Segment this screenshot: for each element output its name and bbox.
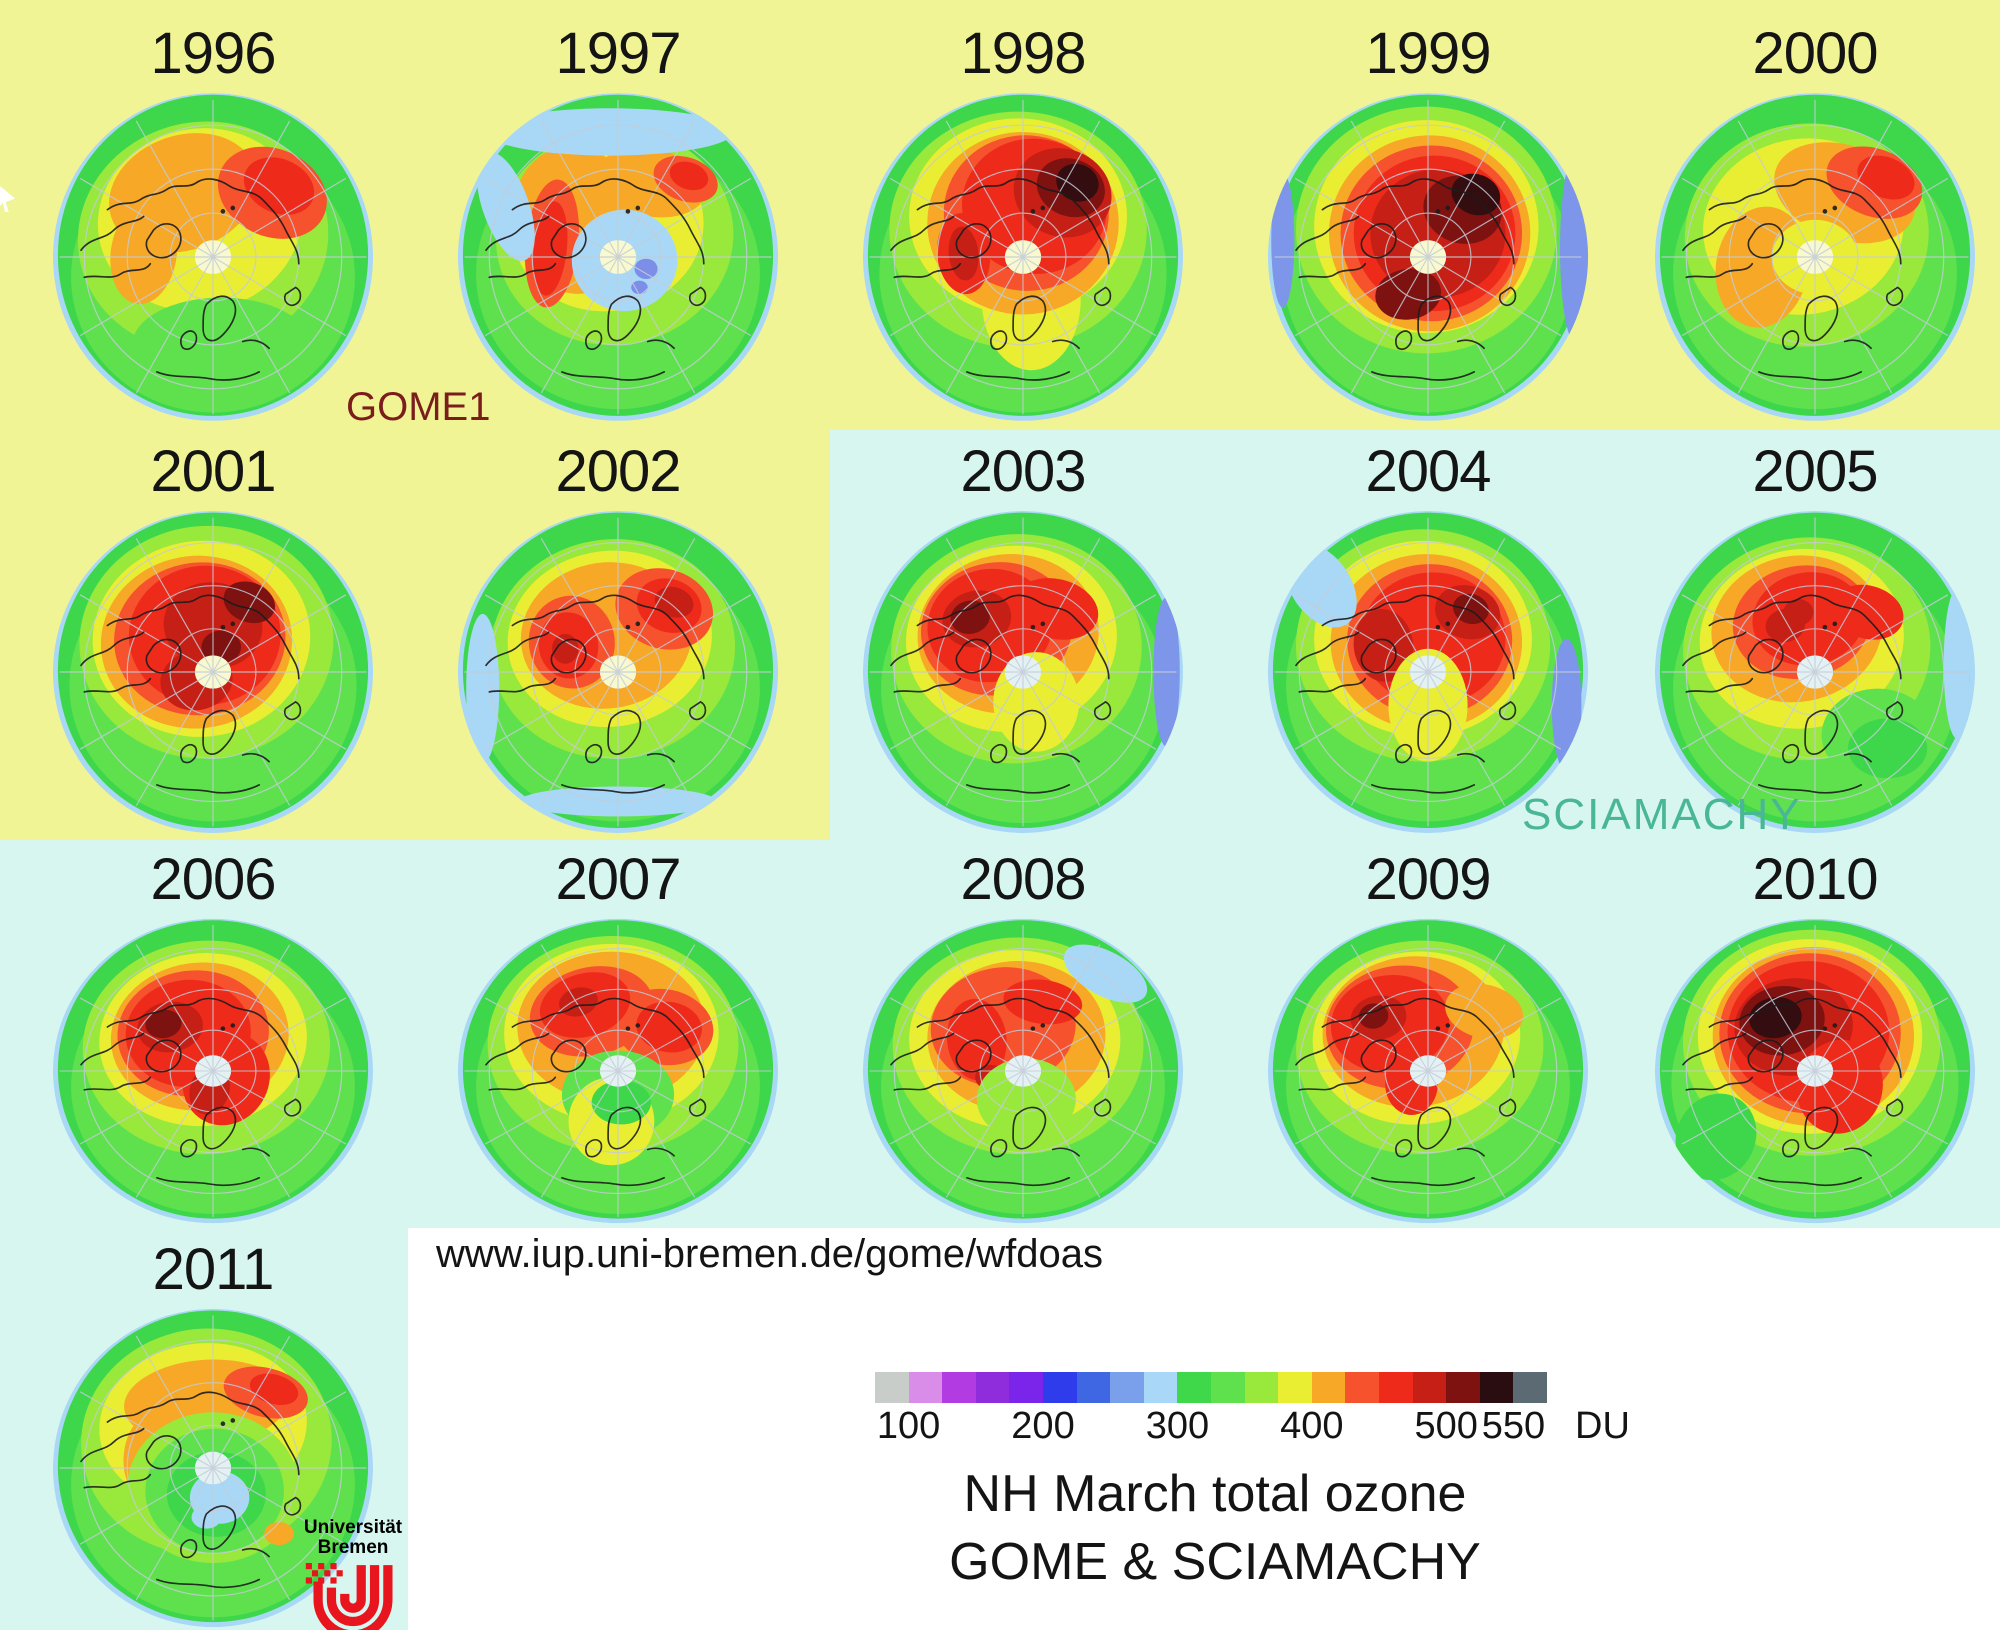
- source-url: www.iup.uni-bremen.de/gome/wfdoas: [436, 1232, 1104, 1276]
- year-label: 2000: [1752, 21, 1878, 86]
- year-label: 2006: [150, 847, 276, 912]
- figure-title: NH March total ozone GOME & SCIAMACHY: [810, 1460, 1620, 1596]
- year-label: 2003: [960, 439, 1086, 504]
- colorbar-segment: [1513, 1372, 1547, 1403]
- year-label: 2010: [1752, 847, 1878, 912]
- ozone-map: [862, 918, 1184, 1224]
- colorbar-ticks: 100 200 300 400 500 550: [875, 1405, 1547, 1453]
- ozone-map: [1654, 918, 1976, 1224]
- globe-tile-2001: 2001: [48, 440, 378, 838]
- colorbar-segment: [1076, 1372, 1111, 1403]
- globe-tile-2006: 2006: [48, 848, 378, 1228]
- globe-tile-2008: 2008: [858, 848, 1188, 1228]
- ozone-map: [1654, 510, 1976, 834]
- year-label: 2008: [960, 847, 1086, 912]
- year-label: 2001: [150, 439, 276, 504]
- colorbar-segment: [1177, 1372, 1211, 1403]
- gome1-label: GOME1: [346, 385, 491, 429]
- colorbar-tick: 550: [1481, 1405, 1546, 1447]
- colorbar-segment: [1110, 1372, 1144, 1403]
- colorbar-segment: [875, 1372, 909, 1403]
- ozone-map: [1267, 93, 1589, 421]
- ozone-map: [52, 510, 374, 834]
- colorbar-segment: [1143, 1372, 1178, 1403]
- uni-bremen-logo-text-line2: Bremen: [317, 1537, 389, 1558]
- figure-title-line2: GOME & SCIAMACHY: [949, 1533, 1481, 1591]
- year-label: 1997: [555, 21, 681, 86]
- globe-tile-2000: 2000: [1650, 22, 1980, 426]
- ozone-map: [52, 918, 374, 1224]
- year-label: 1999: [1365, 21, 1491, 86]
- colorbar-segment: [1412, 1372, 1447, 1403]
- uni-bremen-logo-mark: [305, 1563, 393, 1630]
- globe-tile-2010: 2010: [1650, 848, 1980, 1228]
- colorbar-gradient: [875, 1372, 1547, 1403]
- globe-tile-1999: 1999: [1263, 22, 1593, 426]
- colorbar-segment: [908, 1372, 943, 1403]
- colorbar-tick: 200: [1011, 1405, 1075, 1447]
- colorbar-tick: 300: [1145, 1405, 1210, 1447]
- ozone-map: [52, 1308, 374, 1628]
- colorbar-segment: [1479, 1372, 1514, 1403]
- ozone-map: [457, 93, 779, 421]
- globe-tile-2005: 2005: [1650, 440, 1980, 838]
- colorbar-segment: [1311, 1372, 1346, 1403]
- colorbar-unit-label: DU: [1575, 1405, 1630, 1447]
- globe-tile-2004: 2004: [1263, 440, 1593, 838]
- year-label: 2009: [1365, 847, 1491, 912]
- globe-tile-2009: 2009: [1263, 848, 1593, 1228]
- ozone-map: [52, 93, 374, 421]
- ozone-map: [862, 510, 1184, 834]
- ozone-map: [1267, 510, 1589, 834]
- colorbar-segment: [1378, 1372, 1413, 1403]
- year-label: 2007: [555, 847, 681, 912]
- colorbar-segment: [1345, 1372, 1379, 1403]
- globe-tile-1997: 1997: [453, 22, 783, 426]
- ozone-map: [862, 93, 1184, 421]
- year-label: 2004: [1365, 439, 1491, 504]
- colorbar-tick: 400: [1280, 1405, 1344, 1447]
- year-label: 2002: [555, 439, 681, 504]
- globe-tile-2007: 2007: [453, 848, 783, 1228]
- uni-bremen-logo: Universität Bremen: [288, 1518, 418, 1630]
- colorbar-segment: [1244, 1372, 1279, 1403]
- colorbar-segment: [1446, 1372, 1480, 1403]
- globe-tile-1996: 1996: [48, 22, 378, 426]
- uni-bremen-logo-text-line1: Universität: [303, 1517, 403, 1538]
- figure-title-line1: NH March total ozone: [963, 1465, 1467, 1523]
- colorbar-segment: [942, 1372, 976, 1403]
- colorbar-segment: [1042, 1372, 1077, 1403]
- colorbar-tick: 500: [1414, 1405, 1478, 1447]
- ozone-map: [1654, 93, 1976, 421]
- year-label: 1998: [960, 21, 1086, 86]
- colorbar-segment: [1210, 1372, 1245, 1403]
- colorbar-segment: [1009, 1372, 1043, 1403]
- colorbar-segment: [1278, 1372, 1312, 1403]
- globe-tile-2011: 2011: [48, 1238, 378, 1630]
- colorbar-tick: 100: [876, 1405, 941, 1447]
- ozone-map: [1267, 918, 1589, 1224]
- globe-tile-2002: 2002: [453, 440, 783, 838]
- year-label: 2011: [152, 1237, 275, 1302]
- globe-tile-2003: 2003: [858, 440, 1188, 838]
- year-label: 1996: [150, 21, 276, 86]
- year-label: 2005: [1752, 439, 1878, 504]
- ozone-map: [457, 918, 779, 1224]
- sciamachy-label: SCIAMACHY: [1522, 790, 1802, 839]
- ozone-map: [457, 510, 779, 834]
- globe-tile-1998: 1998: [858, 22, 1188, 426]
- colorbar-segment: [975, 1372, 1010, 1403]
- bottom-white-panel: [408, 1228, 2000, 1630]
